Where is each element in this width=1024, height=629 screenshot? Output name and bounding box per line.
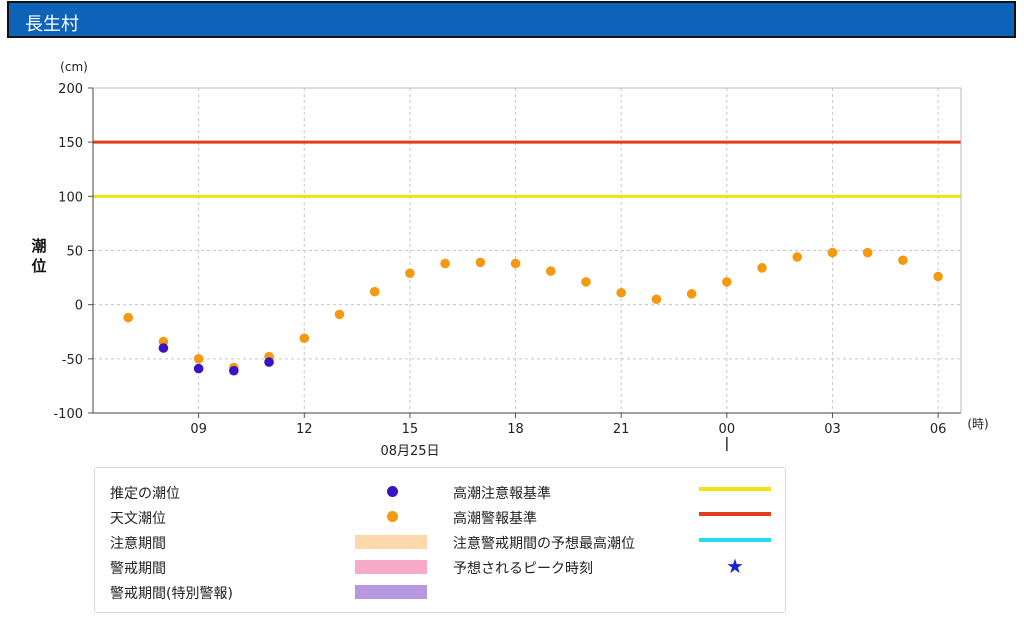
data-point: [158, 343, 169, 353]
data-point: [827, 247, 838, 258]
data-point: [264, 357, 274, 367]
y-tick-label: 50: [66, 245, 83, 260]
legend-dot-estimated: [387, 486, 398, 497]
data-point: [651, 294, 662, 305]
legend-line-forecast-max: [699, 538, 771, 542]
data-point: [933, 271, 943, 282]
data-point: [510, 258, 521, 269]
legend-swatch-warning-period: [355, 560, 427, 574]
data-point: [686, 289, 697, 299]
legend-label-astronomical: 天文潮位: [110, 511, 166, 527]
x-tick-label: 00: [719, 422, 736, 437]
legend-label-forecast-max: 注意警戒期間の予想最高潮位: [453, 536, 635, 552]
legend-line-warning-level: [699, 512, 771, 516]
x-tick-label: 21: [613, 422, 630, 437]
data-point: [581, 277, 591, 287]
legend-swatch-caution-period: [355, 535, 427, 549]
legend-label-caution-period: 注意期間: [110, 536, 166, 552]
data-point: [193, 363, 204, 374]
legend-swatch-special-warning-period: [355, 585, 427, 599]
legend-label-peak-time: 予想されるピーク時刻: [453, 561, 593, 577]
x-tick-label: 12: [296, 422, 313, 437]
data-point: [545, 266, 556, 276]
data-point: [123, 312, 134, 323]
x-tick-label: 06: [930, 422, 947, 437]
legend-label-special-warning-period: 警戒期間(特別警報): [110, 586, 233, 602]
data-point: [475, 257, 486, 268]
y-unit-label: (cm): [60, 60, 88, 74]
y-tick-label: 150: [58, 136, 83, 151]
data-point: [722, 277, 732, 287]
y-tick-label: 200: [58, 82, 83, 97]
legend-line-advisory-level: [699, 487, 771, 491]
data-point: [757, 263, 767, 273]
x-tick-label: 09: [190, 422, 207, 437]
legend-label-warning-level: 高潮警報基準: [453, 511, 537, 527]
data-point: [792, 252, 803, 262]
y-axis-title-char: 位: [31, 257, 46, 275]
data-points: [123, 247, 943, 376]
data-point: [193, 354, 204, 364]
x-tick-label: 18: [507, 422, 524, 437]
axes: [88, 87, 962, 451]
legend: 推定の潮位 天文潮位 注意期間 警戒期間 警戒期間(特別警報) 高潮注意報基準 …: [94, 467, 786, 613]
data-point: [405, 268, 415, 279]
y-tick-label: 0: [75, 299, 83, 314]
data-point: [862, 247, 873, 258]
data-point: [334, 309, 345, 320]
page-title: 長生村: [25, 14, 79, 35]
legend-dot-astronomical: [387, 511, 398, 522]
legend-label-warning-period: 警戒期間: [110, 561, 166, 577]
reference-lines: [93, 140, 961, 198]
legend-label-advisory-level: 高潮注意報基準: [453, 486, 551, 502]
star-icon: ★: [726, 554, 744, 578]
header-bar: 長生村: [7, 1, 1016, 38]
data-point: [299, 333, 310, 344]
x-tick-label: 03: [824, 422, 841, 437]
tide-chart: -100 -50 0 50 100 150 200 09 12 15 18 21 00 03 06 (cm) (…: [31, 60, 988, 459]
legend-label-estimated: 推定の潮位: [110, 486, 180, 502]
data-point: [369, 286, 380, 297]
data-point: [898, 255, 908, 266]
y-tick-label: 100: [58, 190, 83, 205]
data-point: [440, 258, 450, 269]
y-axis-title-char: 潮: [31, 237, 46, 255]
y-tick-label: -100: [53, 407, 83, 422]
data-point: [229, 365, 239, 376]
data-point: [616, 287, 626, 298]
x-tick-label: 15: [402, 422, 419, 437]
date-label: 08月25日: [380, 444, 439, 459]
x-unit-label: (時): [967, 417, 988, 431]
y-tick-label: -50: [62, 353, 83, 368]
axis-labels: -100 -50 0 50 100 150 200 09 12 15 18 21 00 03 06 (cm) (…: [31, 60, 988, 459]
